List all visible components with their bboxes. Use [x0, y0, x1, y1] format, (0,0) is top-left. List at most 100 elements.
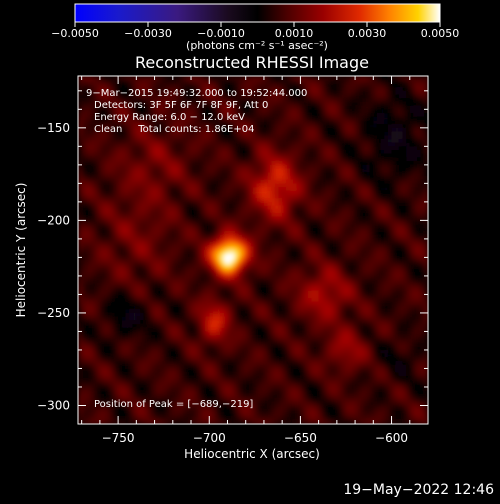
heatmap-cell — [304, 228, 308, 232]
heatmap-cell — [388, 176, 392, 180]
heatmap-cell — [388, 235, 392, 239]
heatmap-cell — [410, 80, 414, 84]
heatmap-cell — [217, 206, 221, 210]
heatmap-cell — [209, 202, 213, 206]
heatmap-cell — [370, 80, 374, 84]
heatmap-cell — [227, 206, 231, 210]
heatmap-cell — [413, 91, 417, 95]
heatmap-cell — [381, 143, 385, 147]
heatmap-cell — [140, 231, 144, 235]
heatmap-cell — [260, 198, 264, 202]
heatmap-cell — [410, 146, 414, 150]
heatmap-cell — [319, 80, 323, 84]
heatmap-cell — [286, 143, 290, 147]
heatmap-cell — [78, 132, 82, 136]
heatmap-cell — [118, 265, 122, 269]
heatmap-cell — [206, 135, 210, 139]
heatmap-cell — [144, 231, 148, 235]
heatmap-cell — [82, 235, 86, 239]
heatmap-cell — [238, 80, 242, 84]
heatmap-cell — [180, 246, 184, 250]
heatmap-cell — [402, 135, 406, 139]
heatmap-cell — [377, 194, 381, 198]
heatmap-cell — [402, 169, 406, 173]
heatmap-cell — [326, 150, 330, 154]
heatmap-cell — [395, 143, 399, 147]
heatmap-cell — [133, 198, 137, 202]
heatmap-cell — [410, 128, 414, 132]
heatmap-cell — [366, 254, 370, 258]
heatmap-cell — [330, 124, 334, 128]
heatmap-cell — [257, 180, 261, 184]
heatmap-cell — [282, 124, 286, 128]
heatmap-cell — [206, 206, 210, 210]
heatmap-cell — [85, 161, 89, 165]
heatmap-cell — [333, 246, 337, 250]
heatmap-cell — [362, 206, 366, 210]
heatmap-cell — [293, 250, 297, 254]
heatmap-cell — [173, 187, 177, 191]
heatmap-cell — [220, 231, 224, 235]
heatmap-cell — [114, 206, 118, 210]
heatmap-cell — [282, 213, 286, 217]
heatmap-cell — [351, 98, 355, 102]
heatmap-cell — [395, 161, 399, 165]
heatmap-cell — [341, 187, 345, 191]
heatmap-cell — [304, 202, 308, 206]
heatmap-cell — [333, 98, 337, 102]
heatmap-cell — [231, 213, 235, 217]
heatmap-cell — [381, 132, 385, 136]
heatmap-cell — [231, 150, 235, 154]
heatmap-cell — [304, 198, 308, 202]
heatmap-cell — [122, 239, 126, 243]
heatmap-cell — [286, 228, 290, 232]
heatmap-cell — [107, 150, 111, 154]
heatmap-cell — [384, 106, 388, 110]
heatmap-cell — [147, 209, 151, 213]
heatmap-cell — [395, 83, 399, 87]
heatmap-cell — [337, 243, 341, 247]
heatmap-cell — [410, 176, 414, 180]
heatmap-cell — [184, 161, 188, 165]
heatmap-cell — [114, 217, 118, 221]
heatmap-cell — [373, 235, 377, 239]
heatmap-cell — [399, 246, 403, 250]
heatmap-cell — [129, 180, 133, 184]
heatmap-cell — [319, 83, 323, 87]
heatmap-cell — [417, 157, 421, 161]
heatmap-cell — [217, 172, 221, 176]
heatmap-cell — [344, 235, 348, 239]
heatmap-cell — [180, 80, 184, 84]
heatmap-cell — [348, 117, 352, 121]
heatmap-cell — [118, 165, 122, 169]
heatmap-cell — [315, 117, 319, 121]
heatmap-cell — [238, 231, 242, 235]
heatmap-cell — [114, 261, 118, 265]
heatmap-cell — [413, 220, 417, 224]
heatmap-cell — [104, 239, 108, 243]
heatmap-cell — [341, 265, 345, 269]
heatmap-cell — [206, 235, 210, 239]
heatmap-cell — [104, 198, 108, 202]
heatmap-cell — [417, 83, 421, 87]
heatmap-cell — [319, 228, 323, 232]
heatmap-cell — [410, 250, 414, 254]
heatmap-cell — [140, 261, 144, 265]
heatmap-cell — [344, 98, 348, 102]
heatmap-cell — [359, 157, 363, 161]
heatmap-cell — [399, 146, 403, 150]
heatmap-cell — [289, 143, 293, 147]
heatmap-cell — [224, 161, 228, 165]
heatmap-cell — [326, 187, 330, 191]
heatmap-cell — [114, 161, 118, 165]
heatmap-cell — [293, 102, 297, 106]
heatmap-cell — [388, 172, 392, 176]
heatmap-cell — [388, 194, 392, 198]
heatmap-cell — [260, 231, 264, 235]
heatmap-cell — [359, 194, 363, 198]
heatmap-cell — [279, 169, 283, 173]
heatmap-cell — [384, 172, 388, 176]
heatmap-cell — [82, 265, 86, 269]
heatmap-cell — [238, 161, 242, 165]
heatmap-cell — [355, 128, 359, 132]
